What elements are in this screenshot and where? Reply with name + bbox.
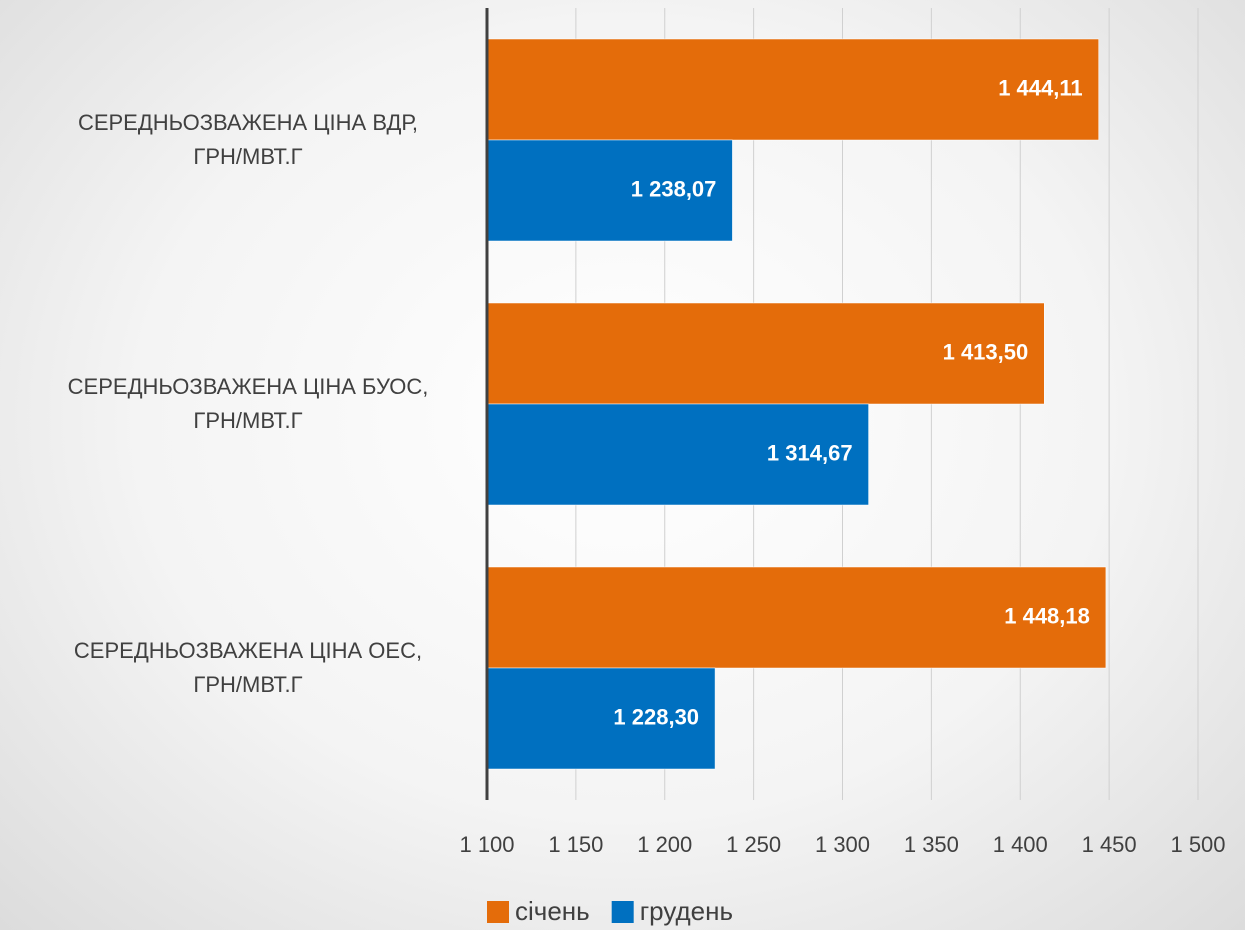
bar [486,403,869,506]
bar [486,38,1099,141]
legend-swatch [611,901,634,923]
x-tick-label: 1 300 [815,832,870,857]
data-label: 1 413,50 [943,339,1029,364]
legend-swatch [487,901,509,923]
x-tick-label: 1 350 [904,832,959,857]
x-tick-label: 1 200 [637,832,692,857]
x-tick-label: 1 450 [1082,832,1137,857]
x-tick-label: 1 100 [459,832,514,857]
y-tick-label: СЕРЕДНЬОЗВАЖЕНА ЦІНА БУОС, ГРН/МВТ.Г [67,374,429,433]
x-tick-label: 1 150 [548,832,603,857]
data-label: 1 314,67 [767,440,853,465]
y-tick-label: СЕРЕДНЬОЗВАЖЕНА ЦІНА ВДР, ГРН/МВТ.Г [77,110,419,169]
x-tick-label: 1 250 [726,832,781,857]
y-tick-label: СЕРЕДНЬОЗВАЖЕНА ЦІНА ОЕС, ГРН/МВТ.Г [73,638,423,697]
bar [486,667,716,770]
x-tick-label: 1 400 [993,832,1048,857]
bar [486,302,1045,405]
legend-label: січень [515,896,590,926]
bar [486,566,1107,669]
bar [486,139,733,242]
data-label: 1 238,07 [631,176,717,201]
legend-label: грудень [640,896,733,926]
data-label: 1 448,18 [1004,603,1090,628]
x-tick-label: 1 500 [1170,832,1225,857]
data-label: 1 444,11 [998,75,1082,100]
data-label: 1 228,30 [613,704,699,729]
